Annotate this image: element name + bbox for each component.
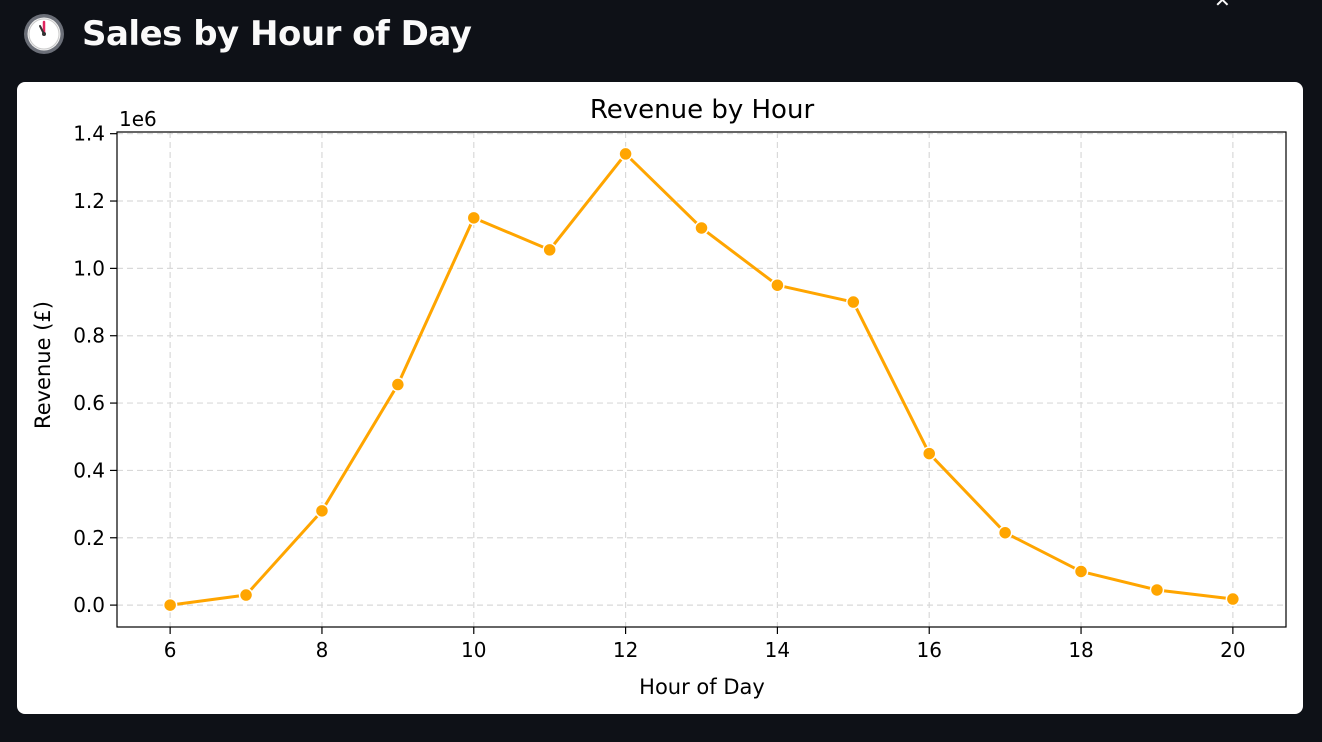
data-point-hour-16 — [921, 446, 937, 461]
data-point-hour-9 — [390, 377, 406, 392]
clock-icon — [24, 14, 64, 54]
plot-frame — [116, 131, 1287, 628]
page-header: Sales by Hour of Day — [22, 10, 472, 58]
x-tick-label: 12 — [613, 638, 638, 662]
y-tick-label: 0.4 — [73, 458, 105, 482]
close-icon[interactable]: ✕ — [1214, 0, 1231, 12]
x-tick-label: 14 — [765, 638, 790, 662]
y-tick-label: 1.2 — [73, 189, 105, 213]
x-tick-label: 18 — [1068, 638, 1093, 662]
data-point-hour-18 — [1073, 564, 1089, 579]
data-point-hour-17 — [997, 525, 1013, 540]
y-tick-label: 0.0 — [73, 593, 105, 617]
data-point-hour-19 — [1149, 582, 1165, 598]
page-title: Sales by Hour of Day — [82, 14, 472, 54]
y-tick-label: 0.2 — [73, 526, 105, 550]
data-point-hour-20 — [1225, 591, 1241, 607]
revenue-by-hour-chart: 6 8 10 12 14 16 18 20 0.0 0.2 0.4 0.6 0.8 1.0 1.2 1.4 R… — [31, 95, 1287, 699]
y-axis-label: Revenue (£) — [31, 301, 55, 429]
x-tick-label: 6 — [164, 638, 177, 662]
data-point-hour-15 — [846, 294, 861, 310]
chart-card: 6 8 10 12 14 16 18 20 0.0 0.2 0.4 0.6 0.8 1.0 1.2 1.4 R… — [17, 82, 1303, 714]
data-point-hour-11 — [542, 242, 557, 258]
x-tick-label: 8 — [316, 638, 329, 662]
x-tick-label: 16 — [917, 638, 942, 662]
x-tick-label: 10 — [461, 638, 486, 662]
y-tick-label: 0.6 — [73, 391, 105, 415]
data-point-hour-10 — [466, 210, 482, 226]
data-point-hour-12 — [618, 146, 633, 162]
data-point-hour-14 — [770, 277, 785, 293]
y-offset-label: 1e6 — [119, 107, 157, 131]
data-point-hour-6 — [162, 597, 178, 613]
chart-title: Revenue by Hour — [590, 95, 815, 125]
x-axis-label: Hour of Day — [639, 675, 765, 699]
x-tick-label: 20 — [1220, 638, 1245, 662]
data-point-hour-8 — [314, 503, 330, 519]
y-tick-label: 1.4 — [73, 122, 105, 146]
data-point-hour-13 — [694, 220, 709, 236]
y-tick-label: 1.0 — [73, 256, 105, 280]
data-point-hour-7 — [238, 587, 254, 603]
y-tick-label: 0.8 — [73, 324, 105, 348]
